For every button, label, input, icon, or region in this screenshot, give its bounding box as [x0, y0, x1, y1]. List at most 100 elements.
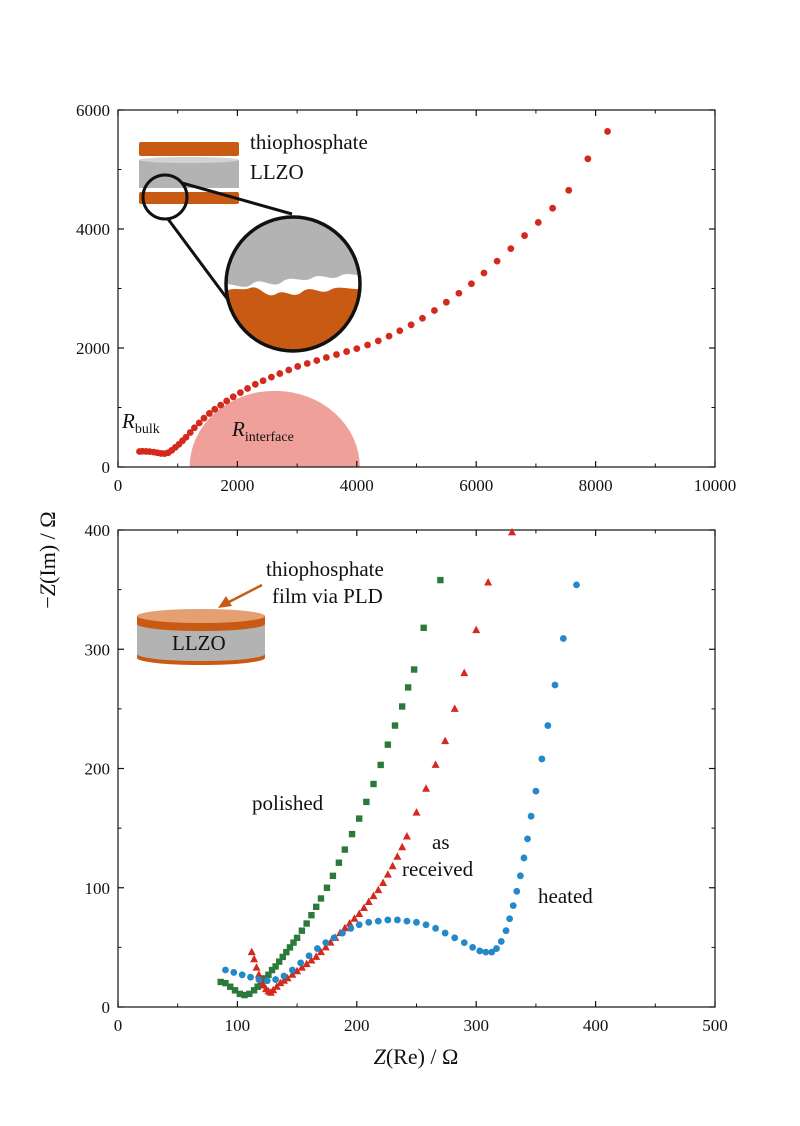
data-point [272, 963, 279, 970]
data-point [186, 429, 194, 436]
data-point [191, 424, 198, 432]
data-point [288, 966, 296, 974]
data-point [329, 872, 337, 880]
y-tick-label: 100 [85, 879, 111, 898]
y-axis-title: −Z(Im) / Ω [35, 511, 60, 608]
disk-body [137, 620, 265, 663]
data-point [283, 973, 292, 982]
bottom-axis-ticks: 0 100 200 300 400 500 0 100 200 300 400 [85, 521, 728, 1035]
data-point [396, 327, 404, 335]
data-point [283, 948, 290, 956]
data-point [333, 351, 340, 358]
data-point [521, 232, 528, 239]
data-point [246, 990, 253, 998]
zoom-detail [226, 217, 360, 351]
thiophosphate-bottom-layer [139, 192, 239, 204]
data-point [302, 959, 311, 968]
data-point [307, 955, 316, 964]
x-axis-title: Z(Re) / Ω [374, 1044, 459, 1069]
data-point [252, 963, 261, 971]
inset-label-thiophosphate: thiophosphate [250, 130, 368, 154]
data-point [339, 929, 346, 937]
data-point [502, 927, 510, 935]
data-point [182, 433, 190, 441]
data-point [313, 903, 320, 911]
y-tick-label: 200 [85, 760, 111, 779]
label-heated: heated [538, 884, 593, 908]
data-point [573, 581, 580, 589]
data-point [350, 914, 359, 922]
data-point [532, 787, 540, 795]
data-point [263, 977, 271, 985]
data-point [303, 360, 311, 367]
data-point [480, 269, 488, 277]
data-point [559, 635, 567, 642]
data-point [468, 280, 475, 288]
data-point [460, 668, 469, 677]
data-point [251, 380, 259, 388]
data-point [335, 859, 343, 866]
data-point [254, 983, 261, 990]
data-point [488, 948, 496, 956]
data-point [374, 885, 383, 894]
data-point [322, 354, 330, 361]
data-point [288, 970, 297, 978]
data-point [211, 405, 219, 413]
data-point [527, 812, 535, 820]
bottom-plot-frame [117, 529, 716, 1008]
data-point [359, 903, 368, 912]
data-point [431, 307, 438, 314]
data-point [497, 938, 505, 945]
data-point [355, 921, 363, 929]
zoom-line-1 [181, 181, 293, 216]
data-point [217, 401, 225, 409]
data-point [551, 681, 559, 689]
data-point [469, 943, 477, 951]
data-point [244, 385, 251, 392]
data-point [476, 947, 484, 955]
llzo-layer [139, 160, 239, 188]
x-tick-label: 0 [114, 476, 123, 495]
x-tick-label: 6000 [459, 476, 493, 495]
data-point [230, 969, 238, 976]
data-point [279, 953, 286, 961]
data-point [584, 155, 592, 163]
pld-label-line2: film via PLD [272, 584, 383, 608]
data-point [227, 983, 234, 990]
data-point [364, 341, 371, 349]
x-tick-label: 200 [344, 1016, 370, 1035]
data-point [441, 929, 449, 937]
data-point [384, 741, 392, 748]
data-point [364, 897, 373, 906]
interface-semicircle [189, 390, 360, 467]
data-point [422, 784, 431, 792]
data-point [422, 921, 430, 929]
y-tick-label: 400 [85, 521, 111, 540]
data-point [377, 761, 384, 769]
data-point [516, 872, 524, 880]
x-tick-label: 10000 [694, 476, 737, 495]
data-point [298, 927, 306, 934]
data-point [247, 973, 254, 981]
data-point [348, 830, 356, 838]
data-point [231, 987, 239, 994]
data-point [276, 370, 284, 377]
data-point [222, 979, 229, 987]
label-received: received [402, 857, 474, 881]
y-tick-label: 2000 [76, 339, 110, 358]
disk-label-llzo: LLZO [172, 631, 226, 655]
data-point [538, 755, 546, 763]
data-point [419, 314, 426, 322]
data-point [379, 878, 388, 886]
data-point [413, 918, 420, 926]
data-point [393, 916, 401, 924]
rinterface-label: Rinterface [231, 417, 294, 445]
data-point [222, 966, 229, 974]
data-point [534, 219, 542, 226]
data-point [355, 909, 364, 917]
rbulk-label: Rbulk [121, 409, 160, 437]
data-point [509, 902, 517, 910]
data-point [460, 939, 468, 947]
data-point [604, 128, 611, 135]
data-point [420, 624, 427, 631]
